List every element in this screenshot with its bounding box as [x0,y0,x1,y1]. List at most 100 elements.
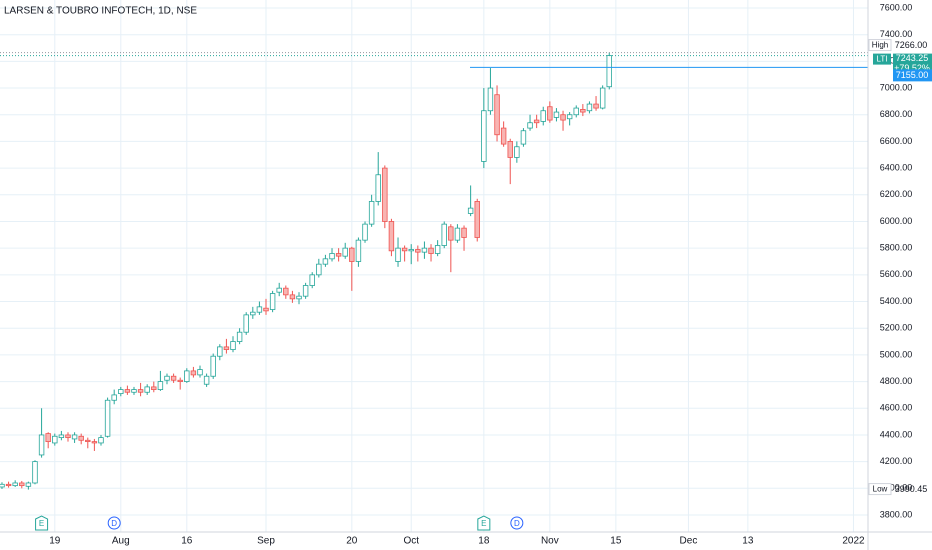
earnings-marker [35,515,49,531]
candle [98,434,104,446]
candle-body [481,110,487,162]
candle-body [276,287,282,293]
event-label: D [514,519,520,528]
candle-body [190,370,197,376]
axes: 3800.00 4000.00 4200.00 4400.00 4600.00 4800.… [49,2,932,547]
y-tick-label: 6800.00 [880,109,913,119]
high-label-box [868,39,892,52]
candle-body [32,461,38,484]
candle [362,221,368,243]
candle-body [283,287,289,296]
x-tick-label: Aug [112,536,130,547]
candle-body [289,294,296,300]
candle [309,272,315,289]
candle-body [573,107,579,116]
candle [342,242,348,259]
candle-body [203,375,210,385]
candle-body [170,375,177,381]
high-label-value: 7266.00 [895,40,928,50]
candle [527,114,533,131]
y-tick-label: 5800.00 [880,243,913,253]
candle-body [507,141,513,158]
candle [395,237,401,267]
candle-body [514,146,520,158]
candle [322,254,329,267]
candle-body [263,307,269,312]
candle-body [45,433,51,443]
candle-body [58,434,65,439]
candle-body [335,253,342,257]
candle [514,141,520,163]
candle [263,298,269,315]
candle-body [520,130,527,145]
candle [408,244,414,265]
candle-body [104,399,111,437]
candle-body [487,87,494,112]
x-tick-label: 16 [181,536,193,547]
candle-body [606,55,612,88]
y-tick-label: 5600.00 [880,269,913,279]
candle [111,389,117,405]
candle [434,240,441,257]
dividend-marker [107,516,121,530]
candle [85,437,91,449]
y-tick-label: 6400.00 [880,162,913,172]
candle-body [434,245,441,254]
candle [316,258,322,278]
candle [25,481,32,490]
candle-body [408,249,414,252]
candle [210,353,216,379]
candle [52,433,58,446]
candle [276,282,282,297]
candle [256,301,263,315]
candle-body [388,221,395,252]
candle-body [25,482,32,487]
candle-body [375,174,381,202]
candle [144,384,150,395]
candle [19,480,25,489]
candle-body [131,389,137,393]
candle-body [322,258,329,265]
y-tick-label: 4200.00 [880,456,913,466]
candle [65,432,71,442]
candle-body [124,389,131,393]
x-tick-label: Oct [403,536,419,547]
low-label-name: Low [873,485,888,494]
candle [329,248,335,262]
candle-body [454,227,461,241]
candle-body [540,110,546,122]
candle-body [474,201,480,238]
x-tick-label: Dec [680,536,698,547]
last-label-change: +79.52% [894,63,930,73]
candle [203,373,210,387]
candle [283,285,289,299]
candle [335,248,342,262]
candle-body [461,227,467,238]
level-label-box [893,69,932,82]
y-tick-label: 6200.00 [880,189,913,199]
candle [269,290,276,313]
level-label-value: 7155.00 [896,70,929,80]
candle [243,312,249,335]
candle-body [296,295,302,300]
candle [500,121,507,147]
candle [421,241,428,259]
candle [454,224,461,243]
candle-body [355,239,362,262]
dividend-marker [510,516,524,530]
candle [586,101,593,114]
last-value-box [893,53,932,75]
x-tick-label: 20 [346,536,358,547]
chart-title: LARSEN & TOUBRO INFOTECH, 1D, NSE [4,6,197,17]
candle [118,386,124,397]
candle [131,386,137,395]
candle [190,366,197,378]
last-label-name: LTI [877,55,888,64]
candle-body [65,434,71,439]
candle-body [302,285,309,297]
candle [230,336,236,353]
candle-body [118,389,124,394]
candle [481,88,487,169]
candle [302,282,309,299]
